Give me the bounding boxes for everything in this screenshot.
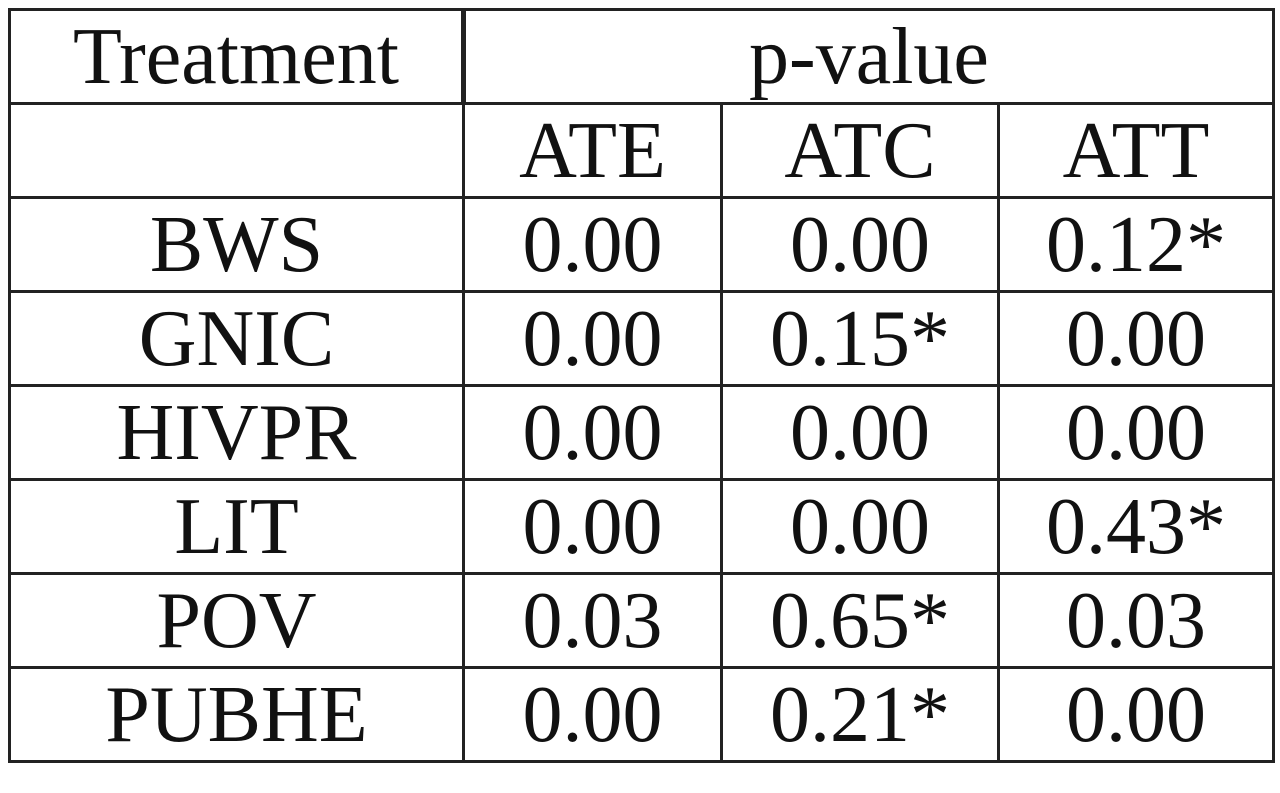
column-header: ATE xyxy=(462,102,723,199)
p-value-cell: 0.15* xyxy=(720,290,1000,387)
header-row: Treatment p-value xyxy=(8,8,1275,105)
column-header: ATT xyxy=(997,102,1275,199)
p-value-cell: 0.21* xyxy=(720,666,1000,763)
table-body: Treatment p-value ATE ATC ATT BWS 0.00 0.00 0… xyxy=(8,8,1275,763)
data-row: HIVPR 0.00 0.00 0.00 xyxy=(8,384,1275,481)
header-cell: Treatment xyxy=(8,8,466,105)
data-row: PUBHE 0.00 0.21* 0.00 xyxy=(8,666,1275,763)
p-value-cell: 0.00 xyxy=(720,384,1000,481)
p-value-cell: 0.00 xyxy=(997,666,1275,763)
p-value-cell: 0.03 xyxy=(462,572,723,669)
p-value-cell: 0.43* xyxy=(997,478,1275,575)
p-value-cell: 0.00 xyxy=(462,478,723,575)
treatment-cell: GNIC xyxy=(8,290,465,387)
p-value-cell: 0.00 xyxy=(462,290,723,387)
data-row: GNIC 0.00 0.15* 0.00 xyxy=(8,290,1275,387)
p-value-table: Treatment p-value ATE ATC ATT BWS 0.00 0.00 0… xyxy=(8,8,1275,763)
p-value-cell: 0.00 xyxy=(462,666,723,763)
header-cell: p-value xyxy=(462,8,1275,105)
treatment-cell: BWS xyxy=(8,196,465,293)
subheader-row: ATE ATC ATT xyxy=(8,102,1275,199)
treatment-cell: HIVPR xyxy=(8,384,465,481)
empty-cell xyxy=(8,102,465,199)
p-value-cell: 0.00 xyxy=(720,478,1000,575)
p-value-cell: 0.12* xyxy=(997,196,1275,293)
data-row: BWS 0.00 0.00 0.12* xyxy=(8,196,1275,293)
data-row: LIT 0.00 0.00 0.43* xyxy=(8,478,1275,575)
p-value-cell: 0.00 xyxy=(462,384,723,481)
column-header: ATC xyxy=(720,102,1000,199)
p-value-cell: 0.00 xyxy=(462,196,723,293)
treatment-cell: POV xyxy=(8,572,465,669)
p-value-cell: 0.03 xyxy=(997,572,1275,669)
data-row: POV 0.03 0.65* 0.03 xyxy=(8,572,1275,669)
p-value-cell: 0.00 xyxy=(997,290,1275,387)
p-value-cell: 0.00 xyxy=(997,384,1275,481)
p-value-cell: 0.65* xyxy=(720,572,1000,669)
p-value-cell: 0.00 xyxy=(720,196,1000,293)
treatment-cell: PUBHE xyxy=(8,666,465,763)
treatment-cell: LIT xyxy=(8,478,465,575)
